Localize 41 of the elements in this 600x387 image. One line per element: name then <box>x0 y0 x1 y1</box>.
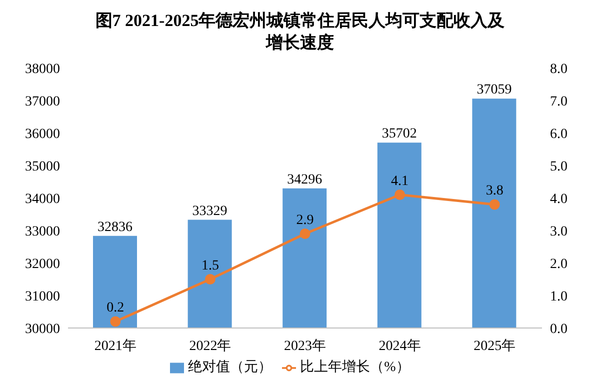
chart-title: 图7 2021-2025年德宏州城镇常住居民人均可支配收入及增长速度 <box>94 10 506 54</box>
x-tick-label: 2021年 <box>94 338 136 354</box>
y2-tick-label: 6.0 <box>550 126 568 142</box>
y2-tick-label: 7.0 <box>550 94 568 110</box>
x-tick-label: 2024年 <box>378 338 421 354</box>
point <box>204 274 216 284</box>
data-label: 0.2 <box>106 300 124 316</box>
y-tick-label: 38000 <box>25 62 60 77</box>
data-label: 35702 <box>382 126 417 142</box>
y-tick-label: 35000 <box>25 159 60 174</box>
y-tick-label: 33000 <box>25 224 60 240</box>
y-tick-label: 32000 <box>25 256 60 272</box>
data-label: 4.1 <box>391 174 409 189</box>
data-label: 34296 <box>287 172 322 188</box>
point <box>110 316 121 327</box>
y-tick-label: 37000 <box>25 94 60 110</box>
y-tick-label: 31000 <box>25 289 60 304</box>
y2-tick-label: 3.0 <box>550 224 568 240</box>
point <box>300 228 310 239</box>
data-label: 1.5 <box>201 258 219 274</box>
data-label: 37059 <box>476 82 512 98</box>
x-tick-label: 2022年 <box>189 338 232 354</box>
y2-tick-label: 2.0 <box>550 256 568 272</box>
y-tick-label: 30000 <box>25 322 60 337</box>
y2-tick-label: 0.0 <box>550 322 568 337</box>
y2-tick-label: 8.0 <box>550 62 568 77</box>
point <box>394 190 406 200</box>
y2-tick-label: 4.0 <box>550 192 568 207</box>
data-label: 32836 <box>98 220 132 235</box>
legend-label: 绝对值（元） <box>188 360 272 375</box>
legend-label: 比上年增长（%） <box>300 360 410 375</box>
y-tick-label: 36000 <box>25 126 60 142</box>
data-label: 2.9 <box>296 212 314 228</box>
data-label: 33329 <box>192 204 228 219</box>
y-tick-label: 34000 <box>25 192 60 207</box>
point <box>489 199 500 210</box>
data-label: 3.8 <box>486 184 504 198</box>
y2-tick-label: 5.0 <box>550 159 568 174</box>
y2-tick-label: 1.0 <box>550 289 568 304</box>
x-tick-label: 2023年 <box>284 338 326 354</box>
x-tick-label: 2025年 <box>474 338 516 354</box>
